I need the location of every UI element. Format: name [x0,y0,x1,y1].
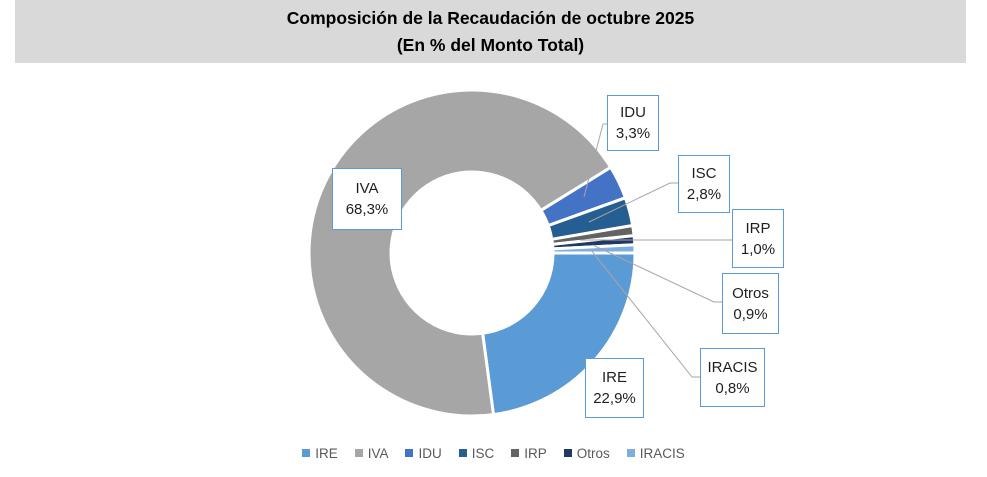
callout-iracis-value: 0,8% [715,379,750,397]
legend-item-idu: IDU [405,445,442,461]
leader-line-isc [588,182,678,223]
callout-otros-name: Otros [732,284,769,302]
leader-line-idu [583,123,607,198]
callout-iracis-name: IRACIS [707,358,758,376]
slice-ire [481,251,637,417]
legend-item-iva: IVA [354,445,389,461]
legend-marker-isc [458,449,467,457]
legend-marker-idu [405,449,414,457]
callout-iva: IVA 68,3% [332,168,402,230]
leader-line-otros [592,244,722,303]
callout-iva-name: IVA [355,180,379,197]
legend-marker-iracis [626,449,635,457]
legend-label-isc: ISC [471,445,495,461]
chart-title: Composición de la Recaudación de octubre… [286,7,695,28]
callout-isc-name: ISC [691,165,717,182]
callout-ire: IRE 22,9% [585,358,644,418]
legend-item-otros: Otros [563,445,610,461]
callout-otros: Otros 0,9% [722,273,779,334]
callout-ire-name: IRE [601,369,627,386]
legend: IRE IVA IDU ISC IRP Otros IRACIS [0,443,987,463]
legend-label-idu: IDU [418,445,442,461]
callout-irp-name: IRP [745,219,771,237]
legend-marker-irp [511,449,520,457]
legend-item-isc: ISC [458,445,495,461]
legend-label-iracis: IRACIS [639,445,685,461]
callout-irp-value: 1,0% [740,240,776,258]
legend-label-iva: IVA [367,445,389,461]
callout-iva-value: 68,3% [345,201,389,218]
legend-marker-ire [302,449,311,457]
chart-title-banner: Composición de la Recaudación de octubre… [15,0,966,63]
callout-ire-value: 22,9% [593,390,636,407]
legend-item-iracis: IRACIS [626,445,685,461]
legend-label-irp: IRP [524,445,547,461]
callout-isc: ISC 2,8% [678,155,730,213]
callout-idu-name: IDU [620,104,646,121]
callout-irp: IRP 1,0% [732,209,784,268]
legend-marker-iva [354,449,363,457]
legend-item-ire: IRE [302,446,338,461]
legend-label-ire: IRE [315,445,338,461]
slice-iracis [551,243,637,255]
leader-line-iracis [590,249,700,378]
legend-marker-otros [563,449,572,457]
callout-iracis: IRACIS 0,8% [700,348,765,407]
callout-isc-value: 2,8% [686,186,722,203]
legend-label-otros: Otros [576,445,610,461]
chart-subtitle: (En % del Monto Total) [396,34,585,55]
callout-otros-value: 0,9% [733,305,768,323]
callout-idu: IDU 3,3% [607,95,659,151]
callout-idu-value: 3,3% [615,125,651,142]
legend-item-irp: IRP [511,446,547,461]
